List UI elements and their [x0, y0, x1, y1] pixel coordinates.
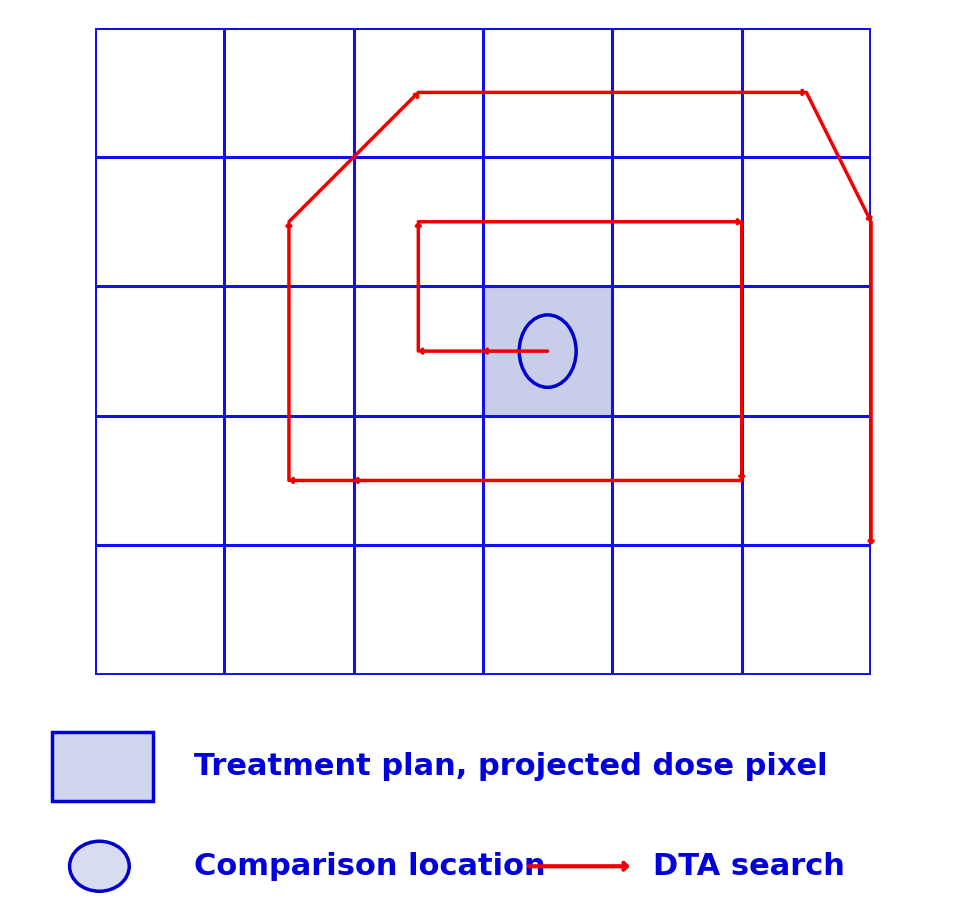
Text: Treatment plan, projected dose pixel: Treatment plan, projected dose pixel	[194, 751, 828, 781]
Bar	[52, 732, 153, 801]
Text: Comparison location: Comparison location	[194, 852, 546, 881]
Text: DTA search: DTA search	[653, 852, 844, 881]
Ellipse shape	[519, 315, 576, 387]
Ellipse shape	[70, 841, 129, 892]
Bar	[483, 286, 612, 416]
